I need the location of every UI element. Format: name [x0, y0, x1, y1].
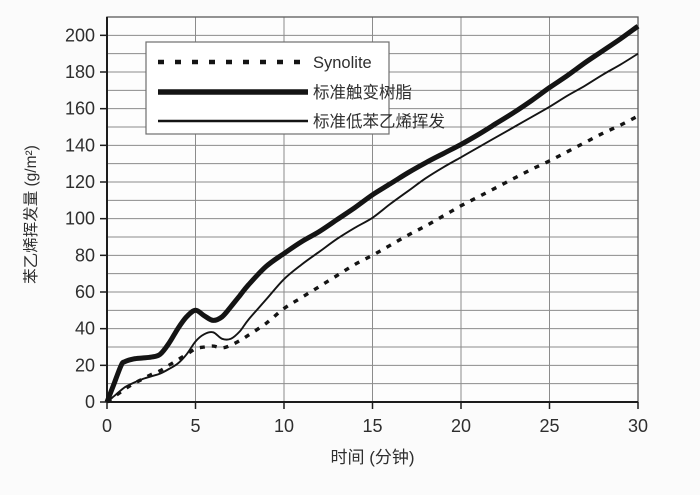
- y-tick-label: 40: [75, 319, 95, 339]
- x-tick-label: 5: [190, 416, 200, 436]
- series-line-标准低苯乙烯挥发: [106, 52, 639, 403]
- y-tick-label: 160: [65, 99, 95, 119]
- x-tick-label: 30: [628, 416, 648, 436]
- legend-label-3: 标准低苯乙烯挥发: [313, 112, 445, 131]
- y-tick-label: 20: [75, 355, 95, 375]
- series-line-synolite: [105, 114, 639, 404]
- y-tick-label: 80: [75, 245, 95, 265]
- x-tick-label: 25: [539, 416, 559, 436]
- y-tick-label: 200: [65, 25, 95, 45]
- x-tick-label: 15: [362, 416, 382, 436]
- y-tick-label: 180: [65, 62, 95, 82]
- legend-label-2: 标准触变树脂: [313, 83, 412, 102]
- y-tick-label: 140: [65, 135, 95, 155]
- y-axis-title: 苯乙烯挥发量 (g/m²): [22, 145, 40, 284]
- y-tick-label: 100: [65, 209, 95, 229]
- x-tick-label: 20: [451, 416, 471, 436]
- series-line-标准触变树脂: [104, 24, 640, 403]
- legend-box: [145, 41, 390, 135]
- y-tick-label: 0: [85, 392, 95, 412]
- x-axis-title: 时间 (分钟): [330, 448, 414, 467]
- y-tick-label: 60: [75, 282, 95, 302]
- y-tick-label: 120: [65, 172, 95, 192]
- x-tick-label: 10: [274, 416, 294, 436]
- x-tick-label: 0: [102, 416, 112, 436]
- legend-label-1: Synolite: [313, 54, 372, 72]
